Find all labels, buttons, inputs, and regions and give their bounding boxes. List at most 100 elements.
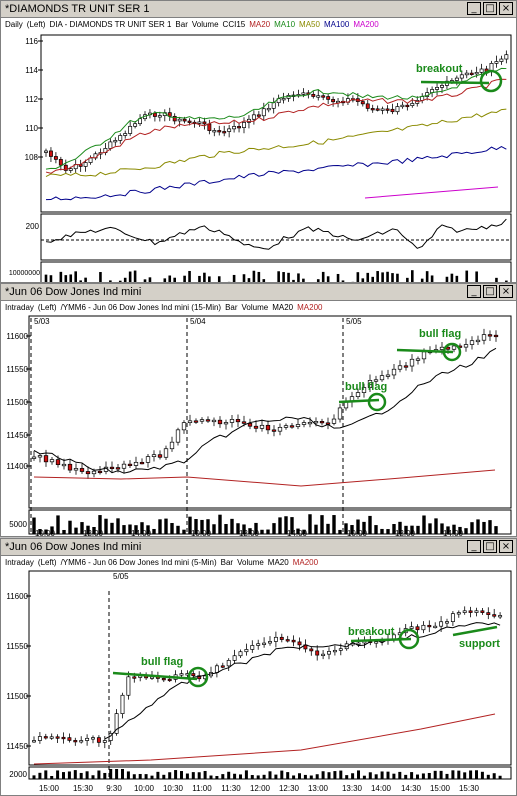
candle-body — [227, 128, 232, 132]
volume-bar — [138, 773, 142, 779]
volume-bar — [452, 524, 456, 534]
volume-bar — [433, 770, 437, 779]
volume-bar — [374, 774, 378, 779]
volume-bar — [152, 528, 156, 534]
close-icon[interactable]: × — [499, 285, 513, 298]
intraday-5min-chart[interactable]: 11600 11550 11500 11450 2000 5/05 15:00 15:30 9:… — [1, 569, 516, 795]
candle-body — [199, 419, 205, 422]
candle-body — [390, 108, 395, 113]
close-icon[interactable]: × — [499, 540, 513, 553]
candle-body — [439, 621, 444, 627]
window-15min[interactable]: *Jun 06 Dow Jones Ind mini _ □ × Intrada… — [0, 283, 517, 537]
volume-bar — [200, 519, 204, 534]
time-tick-label: 15:30 — [73, 784, 94, 793]
daily-chart[interactable]: 1161141121101082001000000013791315172224… — [1, 31, 516, 282]
candle-body — [454, 77, 459, 81]
volume-bar — [79, 772, 83, 779]
chart-info-bar: Intraday (Left)/YMM6 - Jun 06 Dow Jones I… — [1, 556, 516, 569]
maximize-icon[interactable]: □ — [483, 2, 497, 15]
candle-body — [350, 643, 355, 646]
candle-body — [469, 340, 475, 345]
window-daily-dia[interactable]: *DIAMONDS TR UNIT SER 1 _ □ × Daily (Left… — [0, 0, 517, 283]
candle-body — [336, 100, 341, 104]
volume-bar — [327, 772, 331, 779]
volume-bar — [404, 525, 408, 534]
volume-bar — [74, 527, 78, 534]
volume-bar — [206, 519, 210, 534]
volume-panel — [40, 261, 512, 282]
intraday-15min-chart[interactable]: 11600 11550 11500 11450 11400 5000 5/03 5/04 5/0… — [1, 314, 516, 536]
volume-tick-label: 5000 — [9, 520, 27, 529]
candle-body — [91, 470, 97, 475]
volume-bar — [163, 278, 167, 282]
candle-body — [247, 423, 253, 427]
candle-body — [118, 135, 123, 141]
price-tick-label: 110 — [25, 124, 38, 133]
candle-body — [474, 610, 479, 613]
close-icon[interactable]: × — [499, 2, 513, 15]
volume-bar — [254, 522, 258, 534]
volume-bar — [488, 520, 492, 534]
candle-body — [415, 626, 420, 631]
candle-body — [379, 375, 385, 381]
info-item: CCI15 — [222, 20, 246, 29]
volume-bar — [62, 772, 65, 779]
volume-bar — [277, 271, 280, 282]
volume-bar — [380, 771, 384, 779]
minimize-icon[interactable]: _ — [467, 285, 481, 298]
maximize-icon[interactable]: □ — [483, 285, 497, 298]
volume-bar — [242, 524, 246, 534]
maximize-icon[interactable]: □ — [483, 540, 497, 553]
candle-body — [244, 649, 249, 653]
volume-bar — [188, 270, 191, 282]
cci-tick-label: 200 — [26, 222, 40, 231]
window-titlebar[interactable]: *Jun 06 Dow Jones Ind mini _ □ × — [1, 539, 516, 556]
candle-body — [301, 422, 307, 425]
volume-bar — [64, 275, 68, 282]
candle-body — [37, 455, 43, 458]
candle-body — [315, 650, 320, 656]
volume-bar — [280, 770, 284, 779]
volume-bar — [315, 774, 319, 779]
volume-bar — [32, 775, 36, 779]
price-tick-label: 11550 — [6, 642, 28, 651]
volume-bar — [49, 275, 53, 282]
candle-body — [271, 429, 277, 432]
candle-body — [480, 610, 485, 613]
candle-body — [79, 740, 84, 743]
candle-body — [492, 614, 497, 617]
window-titlebar[interactable]: *DIAMONDS TR UNIT SER 1 _ □ × — [1, 1, 516, 18]
cci-panel — [40, 213, 512, 261]
candle-body — [456, 612, 461, 615]
volume-bar — [350, 525, 354, 534]
volume-bar — [168, 275, 172, 282]
candle-body — [172, 115, 177, 122]
volume-bar — [148, 277, 152, 282]
minimize-icon[interactable]: _ — [467, 2, 481, 15]
time-tick-label: 12:00 — [250, 784, 271, 793]
ma20-line — [33, 347, 497, 474]
volume-bar — [455, 275, 459, 282]
time-tick-label: 12:00 — [83, 529, 104, 536]
candle-body — [474, 72, 479, 75]
volume-bar — [230, 518, 234, 534]
volume-bar — [316, 279, 320, 282]
candle-body — [55, 459, 61, 465]
candle-body — [167, 112, 172, 117]
volume-bar — [356, 519, 360, 534]
candle-body — [421, 351, 427, 360]
volume-bar — [386, 271, 389, 282]
volume-bar — [128, 271, 132, 282]
minimize-icon[interactable]: _ — [467, 540, 481, 553]
window-5min[interactable]: *Jun 06 Dow Jones Ind mini _ □ × Intrada… — [0, 538, 517, 796]
volume-bar — [362, 775, 366, 779]
volume-bar — [132, 774, 136, 779]
volume-bar — [79, 280, 82, 282]
candle-body — [229, 419, 235, 423]
volume-bar — [44, 529, 48, 534]
price-panel — [28, 315, 512, 509]
info-item: MA200 — [297, 303, 323, 312]
volume-bar — [445, 276, 449, 282]
candle-body — [374, 641, 379, 644]
window-titlebar[interactable]: *Jun 06 Dow Jones Ind mini _ □ × — [1, 284, 516, 301]
